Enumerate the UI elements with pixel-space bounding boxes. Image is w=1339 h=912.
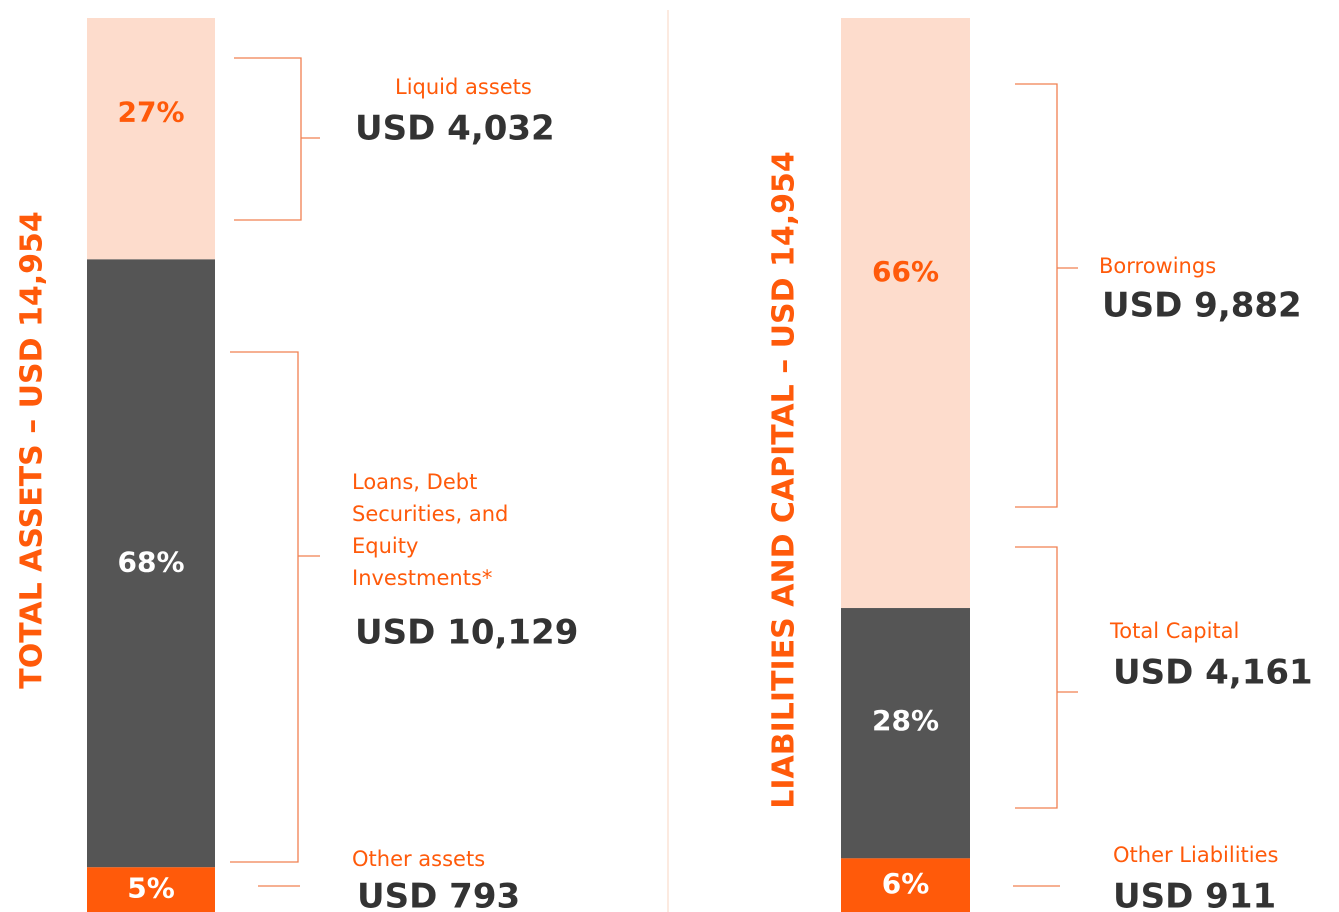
bracket bbox=[230, 351, 320, 863]
segment-amount: USD 9,882 bbox=[1102, 286, 1302, 326]
bar-segment bbox=[87, 18, 215, 260]
value-label: 66% bbox=[872, 255, 939, 288]
value-label: 5% bbox=[127, 872, 175, 905]
segment-label: Loans, Debt Securities, and Equity Inves… bbox=[352, 470, 509, 590]
segment-amount: USD 10,129 bbox=[355, 613, 578, 653]
value-label: 27% bbox=[117, 96, 184, 129]
segment-amount: USD 793 bbox=[357, 877, 520, 912]
bar-segment bbox=[87, 259, 215, 868]
segment-amount: USD 911 bbox=[1113, 877, 1276, 912]
segment-label: Other Liabilities bbox=[1113, 843, 1278, 867]
bracket bbox=[1015, 546, 1078, 809]
chart-title: TOTAL ASSETS – USD 14,954 bbox=[15, 211, 50, 689]
segment-label: Borrowings bbox=[1099, 254, 1216, 278]
segment-amount: USD 4,161 bbox=[1113, 653, 1313, 693]
segment-label: Total Capital bbox=[1109, 619, 1239, 643]
bar-segment bbox=[841, 18, 970, 609]
bracket bbox=[234, 57, 320, 221]
bracket bbox=[1015, 83, 1078, 508]
chart-title: LIABILITIES AND CAPITAL – USD 14,954 bbox=[767, 151, 802, 808]
segment-label: Liquid assets bbox=[395, 75, 532, 99]
segment-amount: USD 4,032 bbox=[355, 109, 555, 149]
segment-label: Other assets bbox=[352, 847, 485, 871]
value-label: 68% bbox=[117, 545, 184, 578]
bar-segment bbox=[841, 858, 970, 912]
value-label: 6% bbox=[882, 867, 930, 900]
label-box: Loans, Debt Securities, and Equity Inves… bbox=[352, 470, 509, 590]
bar-segment bbox=[841, 608, 970, 859]
bar-segment bbox=[87, 867, 215, 912]
value-label: 28% bbox=[872, 704, 939, 737]
